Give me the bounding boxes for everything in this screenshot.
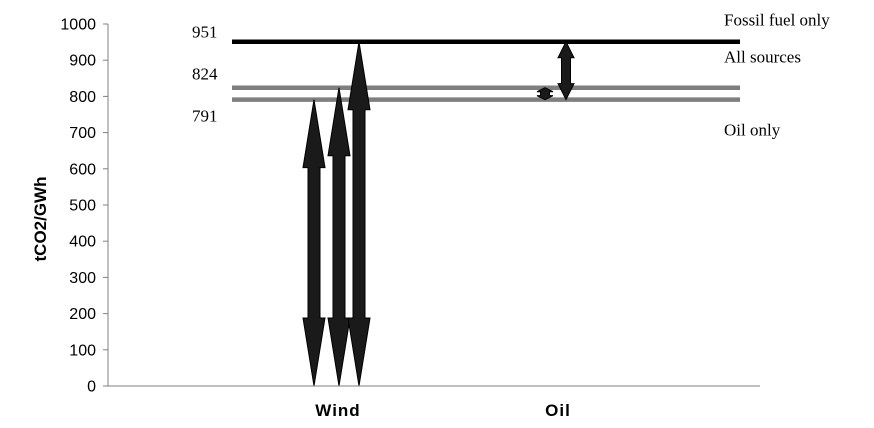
reference-line-name: Oil only bbox=[724, 121, 781, 140]
reference-line-value: 824 bbox=[192, 65, 218, 84]
y-tick-label: 200 bbox=[69, 306, 96, 323]
double-arrow bbox=[302, 99, 326, 387]
x-category-label: Oil bbox=[545, 401, 571, 420]
y-axis-title: tCO2/GWh bbox=[31, 177, 50, 262]
double-arrow bbox=[536, 87, 554, 101]
y-tick-label: 700 bbox=[69, 125, 96, 142]
y-tick-label: 500 bbox=[69, 198, 96, 215]
reference-line-value: 791 bbox=[192, 107, 218, 126]
y-tick-label: 800 bbox=[69, 89, 96, 106]
y-tick-label: 100 bbox=[69, 342, 96, 359]
reference-line-name: Fossil fuel only bbox=[724, 11, 830, 30]
y-tick-label: 0 bbox=[87, 379, 96, 396]
double-arrow bbox=[347, 41, 371, 387]
y-tick-label: 400 bbox=[69, 234, 96, 251]
y-tick-label: 900 bbox=[69, 53, 96, 70]
y-tick-label: 1000 bbox=[60, 17, 96, 34]
reference-line-name: All sources bbox=[724, 48, 801, 67]
reference-line-value: 951 bbox=[192, 23, 218, 42]
y-tick-label: 300 bbox=[69, 270, 96, 287]
y-tick-label: 600 bbox=[69, 161, 96, 178]
x-category-label: Wind bbox=[315, 401, 360, 420]
double-arrow bbox=[557, 40, 575, 101]
double-arrow bbox=[327, 87, 351, 387]
